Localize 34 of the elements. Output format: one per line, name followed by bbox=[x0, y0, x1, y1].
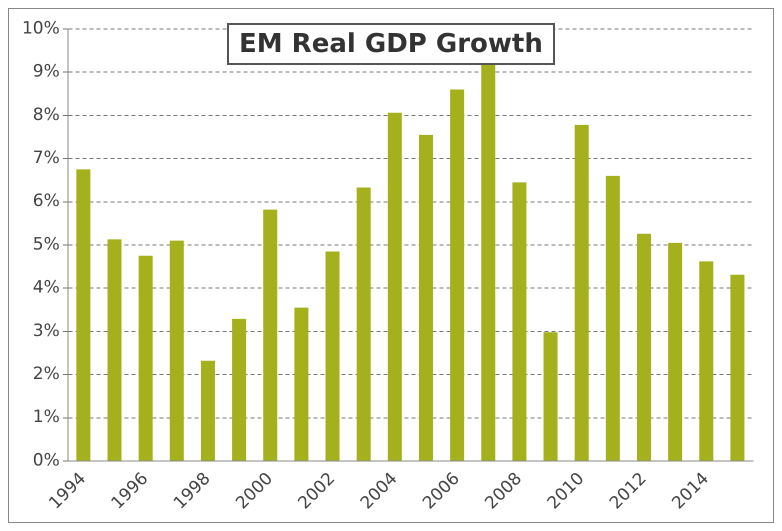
bar bbox=[512, 182, 526, 460]
bar bbox=[326, 251, 340, 460]
y-tick-label: 2% bbox=[32, 364, 60, 384]
bar bbox=[606, 176, 620, 460]
bar bbox=[730, 274, 744, 460]
bar bbox=[481, 64, 496, 460]
y-tick-label: 7% bbox=[32, 148, 60, 168]
y-tick-label: 6% bbox=[32, 191, 60, 212]
bar bbox=[574, 124, 589, 460]
bar bbox=[263, 210, 278, 460]
y-tick-label: 5% bbox=[32, 234, 60, 254]
bar bbox=[138, 256, 153, 460]
y-tick-label: 4% bbox=[32, 278, 60, 298]
bar bbox=[418, 134, 433, 460]
bar bbox=[544, 332, 558, 460]
bar bbox=[668, 242, 682, 460]
y-tick-label: 0% bbox=[32, 450, 60, 470]
bar bbox=[294, 308, 308, 460]
y-tick-label: 1% bbox=[32, 407, 60, 428]
y-tick-label: 10% bbox=[22, 18, 60, 38]
chart-title: EM Real GDP Growth bbox=[227, 23, 555, 65]
bar bbox=[450, 89, 464, 460]
bar bbox=[170, 240, 184, 460]
y-tick-label: 8% bbox=[32, 104, 60, 125]
y-tick-label: 9% bbox=[32, 62, 60, 82]
y-tick-label: 3% bbox=[32, 320, 60, 341]
bar bbox=[699, 261, 714, 460]
bar bbox=[636, 234, 651, 460]
bar bbox=[107, 239, 122, 460]
bar bbox=[232, 318, 246, 460]
bar bbox=[356, 188, 371, 460]
bar bbox=[388, 112, 402, 460]
bar bbox=[76, 169, 90, 460]
bar bbox=[200, 360, 215, 460]
